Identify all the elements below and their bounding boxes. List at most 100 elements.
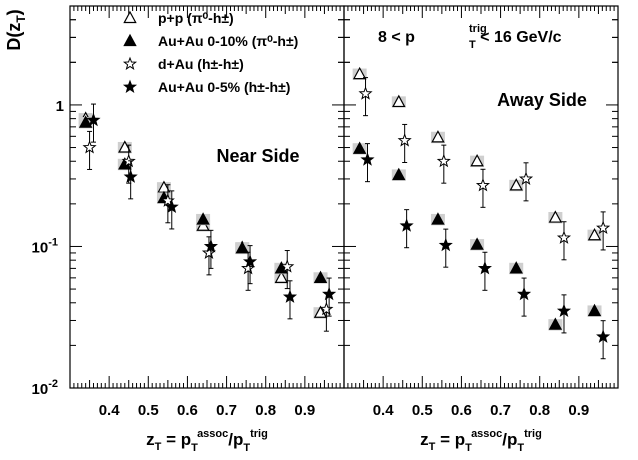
data-point: [86, 112, 101, 127]
x-tick-label: 0.8: [529, 402, 550, 419]
x-axis-title-part: trig: [250, 428, 268, 440]
data-point: [203, 239, 218, 253]
data-point: [399, 218, 414, 232]
data-point: [123, 169, 138, 183]
data-point: [352, 66, 367, 80]
y-tick-label: 10-2: [32, 378, 58, 398]
data-point: [235, 241, 249, 254]
y-axis-label: D(zT): [4, 9, 28, 50]
x-tick-labels: 0.4 0.5 0.6 0.7 0.8 0.9: [373, 402, 590, 419]
x-tick-label: 0.4: [99, 402, 121, 419]
x-axis-title-part: = p: [161, 430, 191, 449]
legend-marker: [123, 10, 137, 24]
data-point: [587, 227, 602, 241]
x-axis-title: zT = pTassoc/pTtrig: [146, 428, 268, 454]
y-tick-label-part: 1: [56, 98, 64, 115]
panel-marks: [78, 103, 337, 332]
panel-near-side: 0.4 0.5 0.6 0.7 0.8 0.9 Near Side: [69, 5, 345, 419]
data-point: [392, 94, 406, 108]
panel-title-away-side: Away Side: [497, 90, 587, 110]
y-axis-title-part: T: [14, 15, 28, 23]
x-axis-title-part: z: [420, 430, 429, 449]
data-point: [556, 230, 572, 244]
panel-ticks: [343, 5, 619, 389]
y-tick-labels: 10-210-11: [32, 98, 64, 398]
y-tick-label-part: 10: [32, 239, 49, 256]
x-tick-label: 0.6: [177, 402, 198, 419]
legend-item: p+p (π⁰-h±): [123, 10, 234, 26]
x-axis-labels: zT = pTassoc/pTtrig zT = pTassoc/pTtrig: [146, 428, 542, 454]
legend-marker: [122, 56, 138, 71]
series-open-triangle: [352, 66, 602, 242]
x-axis-title-part: T: [465, 442, 472, 454]
x-tick-label: 0.6: [451, 402, 472, 419]
x-tick-label: 0.7: [216, 402, 237, 419]
legend: p+p (π⁰-h±) Au+Au 0-10% (π⁰-h±) d+Au (h±-h…: [122, 10, 298, 95]
panel-title-near-side: Near Side: [216, 146, 299, 166]
data-point: [518, 171, 534, 185]
data-point: [556, 303, 572, 318]
panel-away-side: 0.4 0.5 0.6 0.7 0.8 0.9 Away Side: [343, 5, 619, 419]
panel-marks: [352, 66, 611, 360]
legend-label: d+Au (h±-h±): [158, 56, 244, 72]
x-tick-label: 0.9: [294, 402, 315, 419]
legend-label: Au+Au 0-5% (h±-h±): [158, 79, 290, 95]
y-tick-label: 1: [56, 98, 64, 115]
x-axis-title-part: T: [191, 442, 198, 454]
x-axis-title-part: T: [517, 442, 524, 454]
data-point: [509, 261, 523, 274]
legend-item: d+Au (h±-h±): [122, 56, 244, 72]
x-axis-title-part: T: [429, 441, 436, 453]
series-filled-triangle: [352, 141, 602, 331]
data-point: [596, 329, 611, 343]
x-axis-title-part: trig: [524, 428, 542, 440]
legend-marker: [122, 79, 138, 94]
x-axis-title-part: assoc: [197, 428, 228, 440]
series-filled-star: [360, 143, 611, 360]
data-point: [196, 212, 210, 225]
trigger-part: 8 < p: [378, 29, 415, 46]
series-filled-triangle: [78, 115, 328, 284]
data-point: [548, 317, 563, 330]
data-point: [509, 178, 523, 191]
trigger-part: T: [469, 39, 476, 51]
x-tick-labels: 0.4 0.5 0.6 0.7 0.8 0.9: [99, 402, 316, 419]
legend-marker: [123, 33, 137, 47]
y-axis-title: D(zT): [4, 9, 28, 50]
data-point: [164, 199, 179, 214]
x-axis-title-part: = p: [435, 430, 465, 449]
data-point: [431, 212, 445, 225]
x-axis-title-part: assoc: [471, 428, 502, 440]
series-open-star: [358, 77, 611, 261]
panel-frame: [343, 5, 619, 389]
data-point: [352, 141, 367, 154]
data-point: [587, 303, 602, 317]
x-axis-title-part: T: [243, 442, 250, 454]
y-tick-label-part: -1: [48, 236, 58, 248]
y-tick-label-part: 10: [32, 381, 49, 398]
legend-label: p+p (π⁰-h±): [158, 10, 234, 26]
data-point: [82, 140, 97, 154]
data-point: [516, 286, 532, 301]
data-point: [431, 130, 445, 143]
data-point: [280, 259, 295, 273]
data-point: [470, 237, 484, 250]
data-point: [118, 140, 132, 153]
data-point: [477, 260, 492, 275]
data-point: [548, 210, 563, 223]
data-point: [475, 177, 491, 192]
x-tick-label: 0.4: [373, 402, 395, 419]
data-point: [436, 153, 451, 168]
data-point: [438, 237, 453, 252]
data-point: [322, 286, 337, 301]
data-point: [319, 301, 334, 316]
data-point: [274, 270, 289, 283]
y-tick-label-part: -2: [48, 378, 58, 390]
trigger-part: trig: [469, 23, 487, 35]
legend-item: Au+Au 0-10% (π⁰-h±): [123, 33, 298, 49]
legend-label: Au+Au 0-10% (π⁰-h±): [158, 33, 298, 49]
y-axis-title-part: D(z: [4, 23, 24, 51]
data-point: [241, 260, 256, 275]
data-point: [470, 153, 484, 167]
data-point: [313, 270, 328, 283]
